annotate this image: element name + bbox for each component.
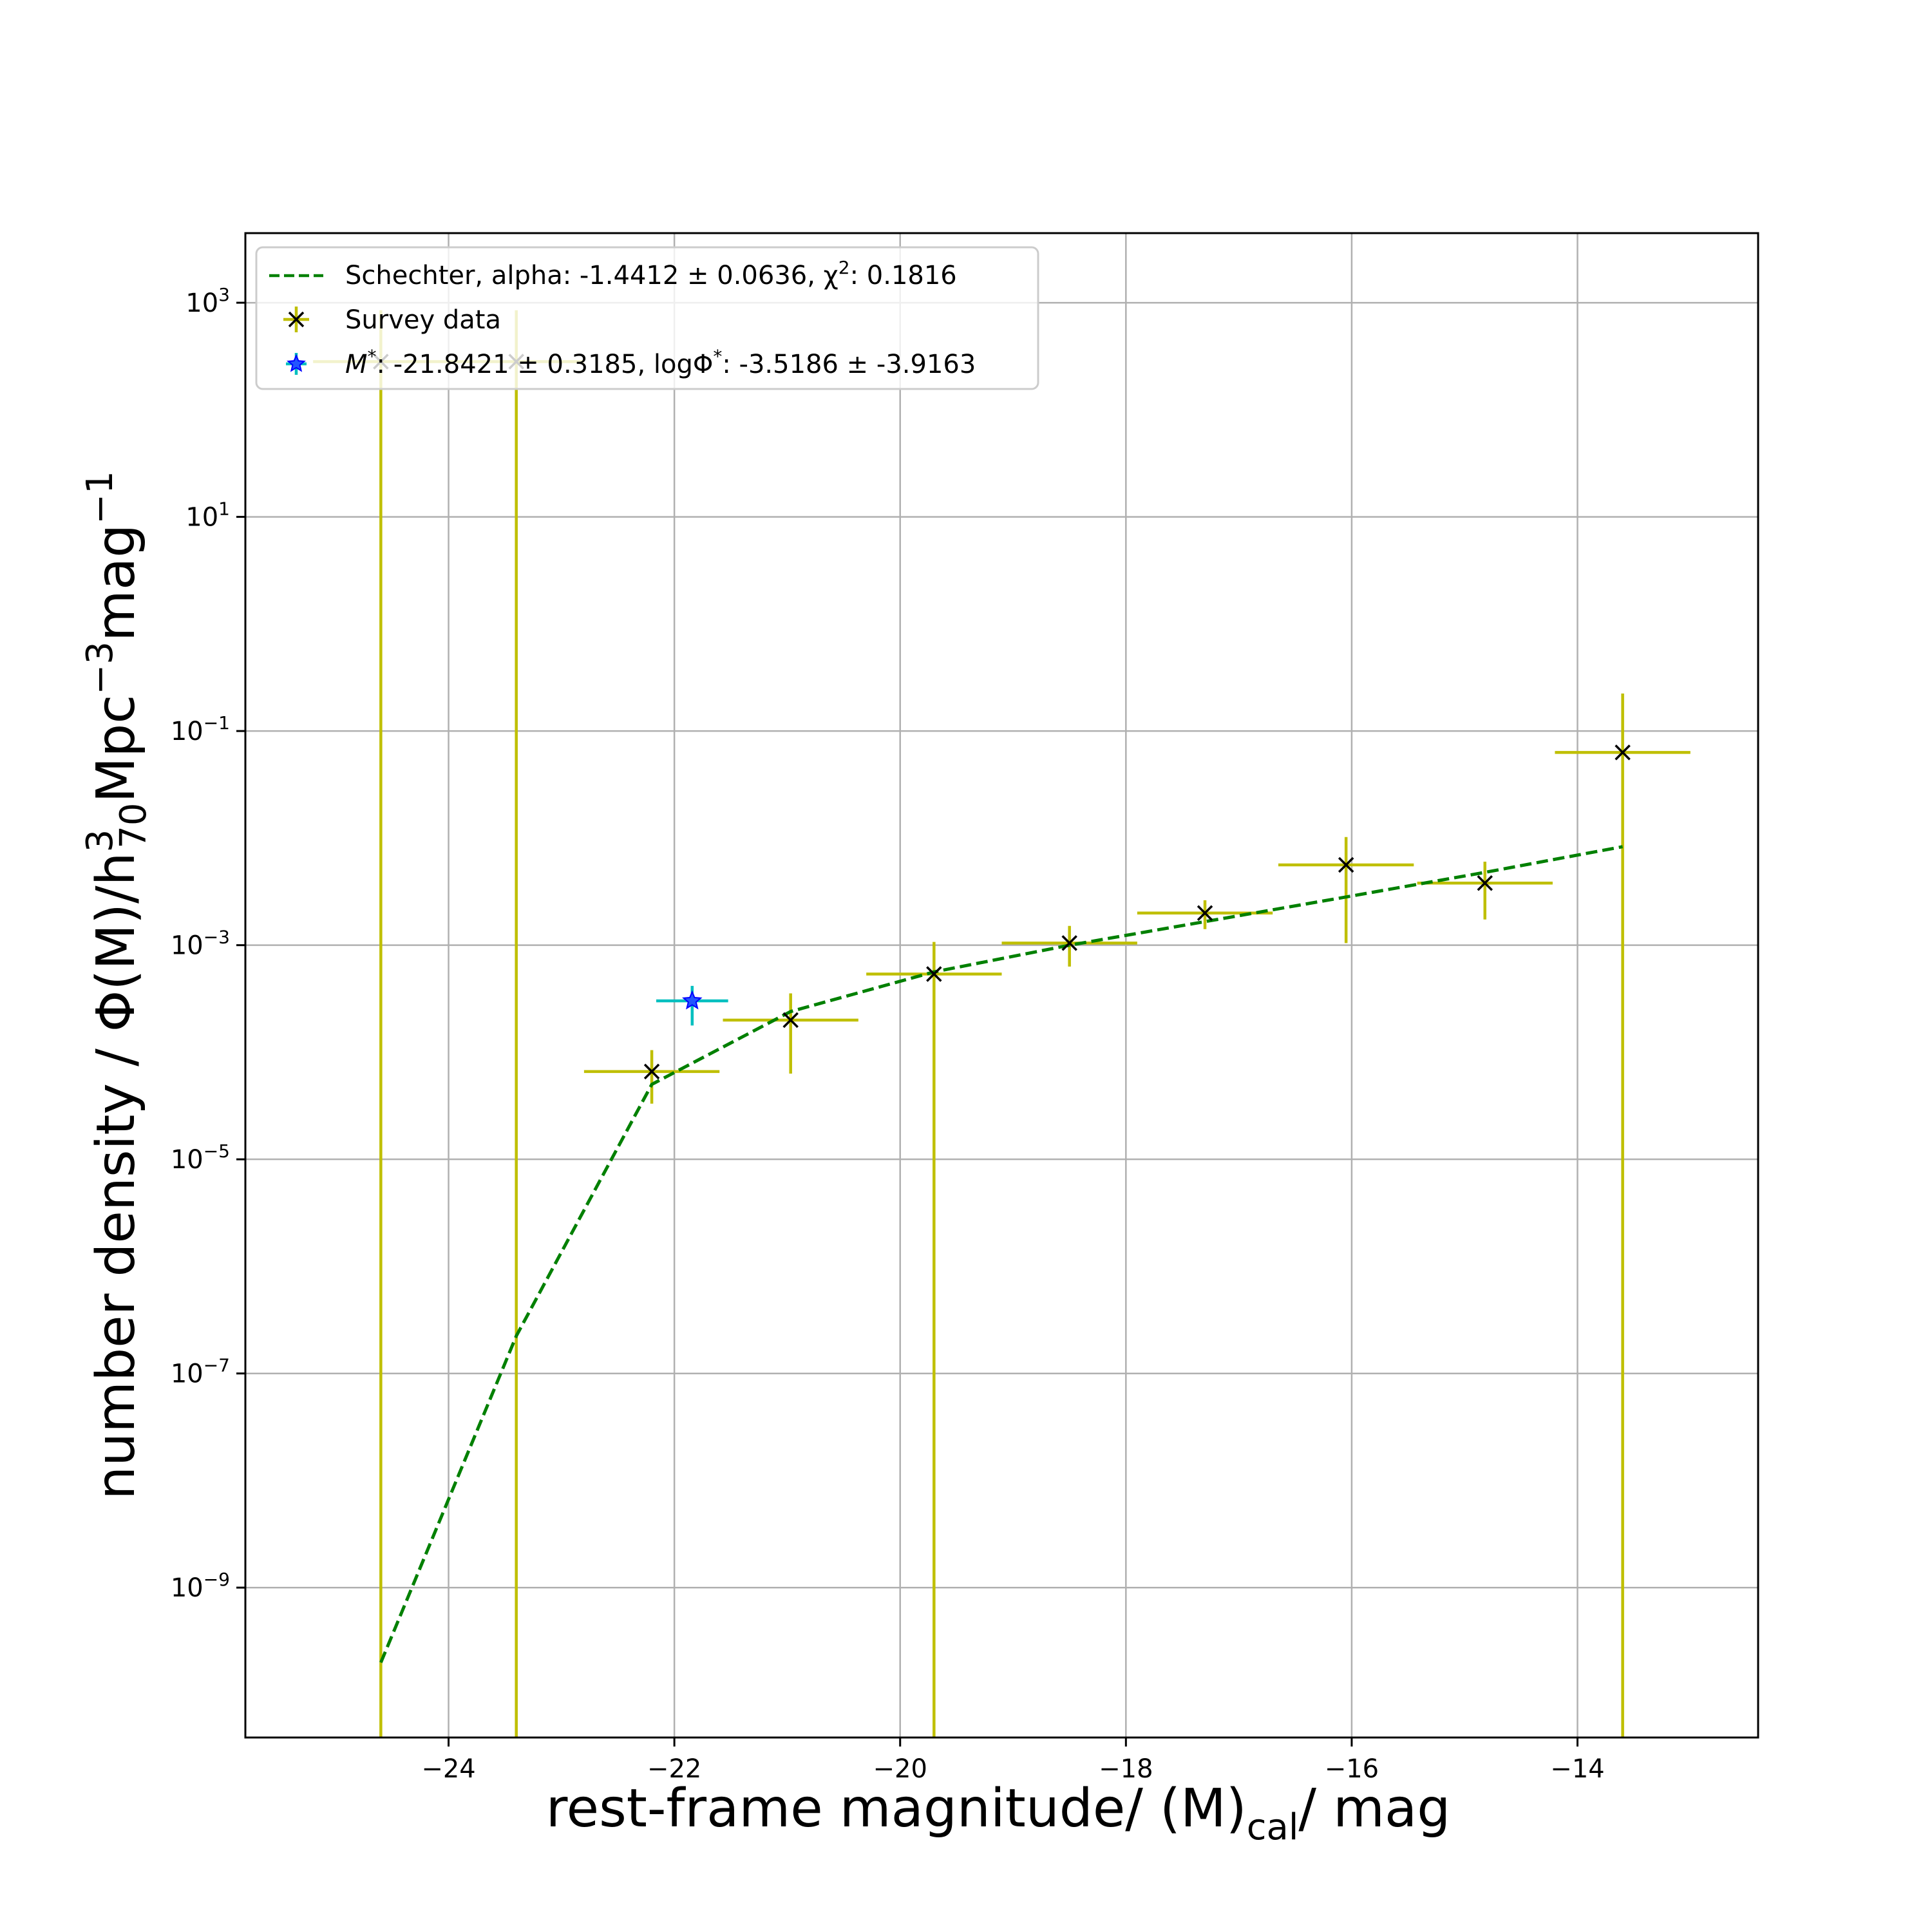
- y-tick-label: 10−3: [171, 927, 230, 961]
- legend-label-schechter: Schechter, alpha: -1.4412 ± 0.0636, χ2: …: [345, 257, 957, 290]
- x-stroke: [643, 1063, 660, 1080]
- legend-label-m-star: M*: -21.8421 ± 0.3185, logΦ*: -3.5186 ± …: [345, 346, 976, 379]
- x-stroke: [926, 966, 942, 982]
- x-axis: −24 −22 −20 −18 −16 −14: [421, 1738, 1605, 1784]
- survey-point-marker: [1477, 875, 1493, 891]
- grid-lines: [245, 233, 1758, 1738]
- x-tick-label: −18: [1099, 1754, 1153, 1784]
- x-stroke: [782, 1012, 799, 1028]
- x-stroke: [1197, 905, 1213, 922]
- x-tick-label: −16: [1325, 1754, 1379, 1784]
- survey-point-marker: [782, 1012, 799, 1028]
- y-tick-label: 10−5: [171, 1141, 230, 1175]
- x-stroke: [1061, 935, 1077, 951]
- x-axis-label: rest-frame magnitude/ (M)cal/ mag: [546, 1778, 1451, 1848]
- axes-frame: [244, 232, 1759, 1739]
- legend-x-marker-icon: [283, 307, 309, 332]
- x-tick-label: −22: [647, 1754, 701, 1784]
- x-tick-label: −24: [421, 1754, 475, 1784]
- legend: Schechter, alpha: -1.4412 ± 0.0636, χ2: …: [255, 246, 1039, 390]
- legend-entry-m-star: M*: -21.8421 ± 0.3185, logΦ*: -3.5186 ± …: [286, 346, 976, 379]
- legend-label-survey: Survey data: [345, 305, 501, 335]
- y-tick-label: 10−7: [171, 1355, 230, 1389]
- survey-point-marker: [643, 1063, 660, 1080]
- m-star-marker: [682, 990, 703, 1010]
- x-stroke: [288, 311, 305, 328]
- legend-star-glyph: [287, 354, 306, 372]
- x-stroke: [1477, 875, 1493, 891]
- survey-point-marker: [1197, 905, 1213, 922]
- plot-area: [313, 310, 1690, 1738]
- survey-point-marker: [1061, 935, 1077, 951]
- survey-point-marker: [1338, 857, 1354, 873]
- survey-point-marker: [926, 966, 942, 982]
- legend-entry-schechter: Schechter, alpha: -1.4412 ± 0.0636, χ2: …: [269, 257, 957, 290]
- x-stroke: [1615, 744, 1631, 761]
- survey-point-marker: [1615, 744, 1631, 761]
- legend-star-marker-icon: [286, 353, 307, 375]
- y-tick-label: 10−9: [171, 1569, 230, 1603]
- legend-x-glyph: [288, 311, 305, 328]
- schechter-fit-line: [379, 845, 1624, 1663]
- x-tick-label: −20: [873, 1754, 927, 1784]
- x-stroke: [1338, 857, 1354, 873]
- y-tick-label: 103: [185, 284, 230, 318]
- y-tick-label: 101: [185, 498, 230, 533]
- y-axis: 103 101 10−1 10−3 10−5 10−7 10−9: [171, 284, 245, 1603]
- y-axis-label: number density / Φ(M)/h370Mpc−3mag−1: [79, 471, 155, 1500]
- legend-entry-survey: Survey data: [283, 305, 501, 335]
- x-tick-label: −14: [1550, 1754, 1604, 1784]
- legend-box: [255, 246, 1039, 390]
- y-tick-label: 10−1: [171, 712, 230, 746]
